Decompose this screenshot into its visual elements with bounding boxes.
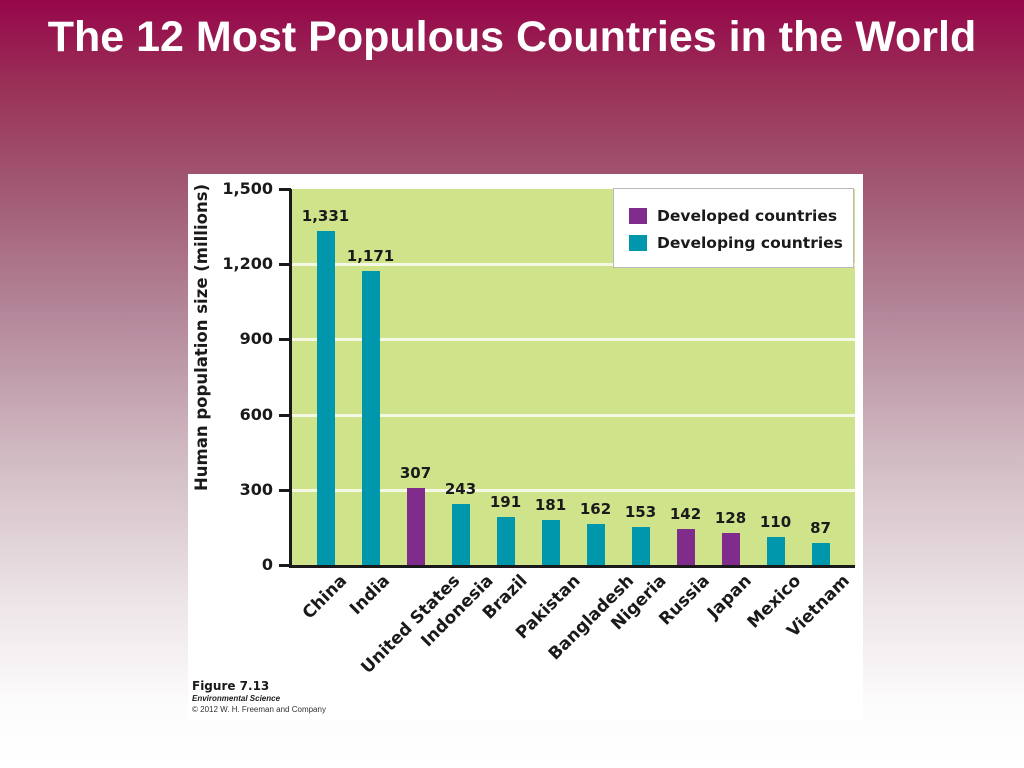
bar-indonesia (451, 504, 470, 565)
figure-caption: Figure 7.13 Environmental Science © 2012… (192, 679, 326, 715)
y-tick-label: 900 (239, 329, 273, 349)
gridline (291, 338, 855, 342)
caption-figure-number: Figure 7.13 (192, 679, 270, 693)
y-tick-label: 1,200 (222, 254, 273, 274)
bar-china (316, 231, 335, 565)
legend-label: Developing countries (657, 234, 843, 252)
caption-copyright: © 2012 W. H. Freeman and Company (192, 705, 326, 714)
x-tick-label: China (298, 571, 352, 624)
bar-value-label: 307 (399, 464, 432, 483)
legend-swatch-developed (629, 208, 647, 224)
bar-value-label: 110 (759, 513, 792, 532)
bar-india (361, 271, 380, 565)
y-tick-label: 0 (261, 555, 273, 574)
legend-item-developing: Developing countries (629, 233, 843, 253)
x-tick-label: India (346, 571, 395, 620)
bar-japan (721, 532, 740, 565)
y-tick (279, 188, 291, 191)
x-axis-line (289, 565, 855, 568)
bar-nigeria (631, 526, 650, 565)
bar-mexico (766, 537, 785, 565)
bar-value-label: 162 (579, 500, 612, 519)
bar-russia (676, 529, 695, 565)
bar-value-label: 191 (489, 493, 522, 512)
bar-value-label: 243 (444, 480, 477, 499)
bar-value-label: 153 (624, 502, 657, 521)
bar-value-label: 181 (534, 495, 567, 514)
y-tick (279, 564, 291, 567)
y-tick (279, 488, 291, 492)
y-axis-line (289, 189, 292, 567)
bar-bangladesh (586, 524, 605, 565)
slide-title: The 12 Most Populous Countries in the Wo… (47, 13, 977, 61)
bar-value-label: 87 (810, 519, 831, 538)
y-tick (279, 413, 291, 417)
gridline (291, 488, 855, 492)
legend-item-developed: Developed countries (629, 206, 837, 226)
y-tick (279, 263, 291, 267)
bar-value-label: 1,331 (301, 207, 350, 226)
legend-label: Developed countries (657, 207, 838, 225)
y-tick-label: 300 (239, 479, 273, 499)
bar-vietnam (811, 543, 830, 565)
caption-book-title: Environmental Science (192, 694, 281, 703)
figure-card: Human population size (millions) 0 300 600… (188, 174, 863, 720)
bar-pakistan (541, 519, 560, 565)
bar-value-label: 1,171 (346, 247, 395, 266)
gridline (291, 413, 855, 417)
bar-value-label: 142 (669, 505, 702, 524)
legend-swatch-developing (629, 235, 647, 251)
bar-united-states (406, 488, 425, 565)
gridline (291, 263, 855, 267)
bar-value-label: 128 (714, 508, 747, 527)
y-tick (279, 338, 291, 342)
y-tick-label: 1,500 (222, 179, 273, 198)
bar-brazil (496, 517, 515, 565)
y-tick-label: 600 (239, 404, 273, 424)
legend: Developed countries Developing countries (613, 188, 854, 268)
